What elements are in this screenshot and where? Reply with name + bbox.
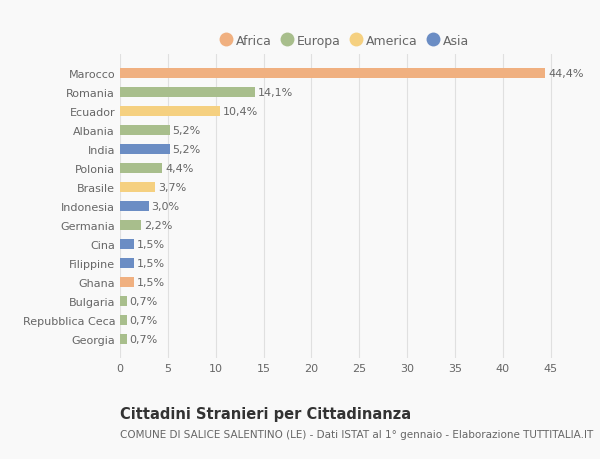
Text: 1,5%: 1,5% [137,240,166,249]
Text: 1,5%: 1,5% [137,258,166,269]
Text: 5,2%: 5,2% [173,126,201,136]
Legend: Africa, Europa, America, Asia: Africa, Europa, America, Asia [217,31,473,51]
Bar [120,182,155,193]
Bar [120,334,127,344]
Text: 3,0%: 3,0% [152,202,180,212]
Text: 14,1%: 14,1% [258,88,293,98]
Text: 0,7%: 0,7% [130,334,158,344]
Text: 44,4%: 44,4% [548,69,583,79]
Text: 3,7%: 3,7% [158,183,187,193]
Bar [120,69,545,79]
Bar [120,202,149,212]
Bar [120,163,162,174]
Bar [120,296,127,307]
Text: 0,7%: 0,7% [130,296,158,306]
Bar [120,220,141,231]
Bar [120,88,255,98]
Text: 5,2%: 5,2% [173,145,201,155]
Text: 4,4%: 4,4% [165,164,193,174]
Bar [120,258,134,269]
Text: 0,7%: 0,7% [130,315,158,325]
Bar [120,126,170,136]
Bar [120,315,127,325]
Text: 10,4%: 10,4% [223,107,257,117]
Text: COMUNE DI SALICE SALENTINO (LE) - Dati ISTAT al 1° gennaio - Elaborazione TUTTIT: COMUNE DI SALICE SALENTINO (LE) - Dati I… [120,429,593,439]
Bar [120,239,134,250]
Text: 1,5%: 1,5% [137,277,166,287]
Bar [120,277,134,287]
Text: 2,2%: 2,2% [144,220,172,230]
Bar [120,145,170,155]
Text: Cittadini Stranieri per Cittadinanza: Cittadini Stranieri per Cittadinanza [120,406,411,421]
Bar [120,106,220,117]
